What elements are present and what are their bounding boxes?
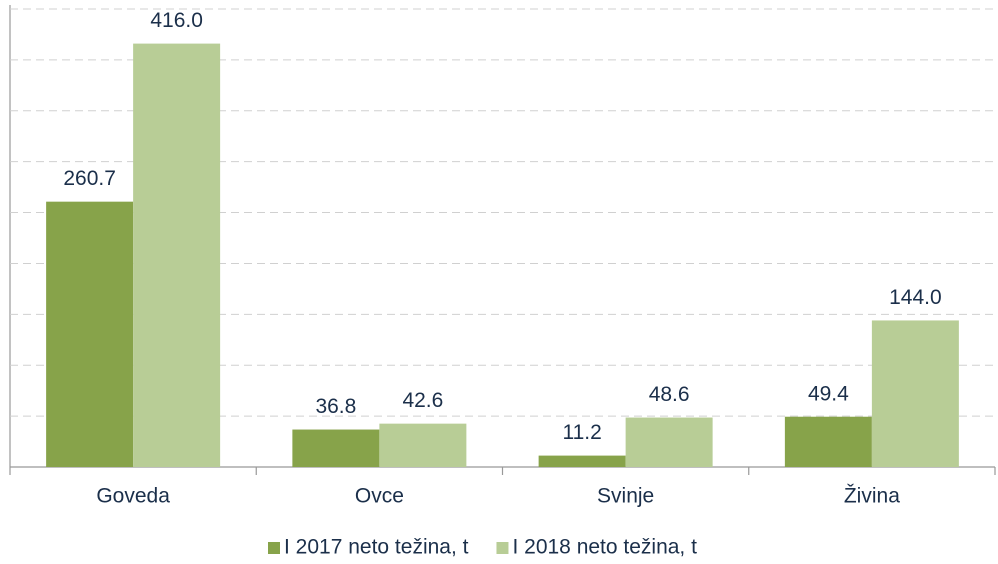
value-label: 42.6: [402, 389, 443, 412]
bar: [133, 43, 221, 468]
value-label: 11.2: [562, 421, 601, 444]
value-label: 36.8: [315, 395, 356, 418]
bar: [784, 416, 872, 467]
bar: [46, 201, 134, 467]
bar: [625, 417, 713, 467]
value-label: 144.0: [889, 286, 942, 309]
legend-swatch: [268, 542, 280, 554]
legend-label: I 2018 neto težina, t: [512, 536, 697, 559]
bar: [379, 423, 467, 467]
value-label: 49.4: [808, 382, 849, 405]
value-label: 48.6: [649, 383, 690, 406]
x-tick-label: Goveda: [96, 485, 170, 508]
x-tick-label: Svinje: [597, 485, 654, 508]
x-tick-label: Ovce: [355, 485, 404, 508]
bar: [538, 455, 626, 467]
x-tick-label: Živina: [844, 485, 900, 508]
legend-swatch: [496, 542, 509, 554]
value-label: 260.7: [63, 167, 116, 190]
legend-label: I 2017 neto težina, t: [284, 536, 469, 559]
bar: [871, 320, 959, 467]
bar: [292, 429, 380, 467]
value-label: 416.0: [150, 9, 203, 32]
